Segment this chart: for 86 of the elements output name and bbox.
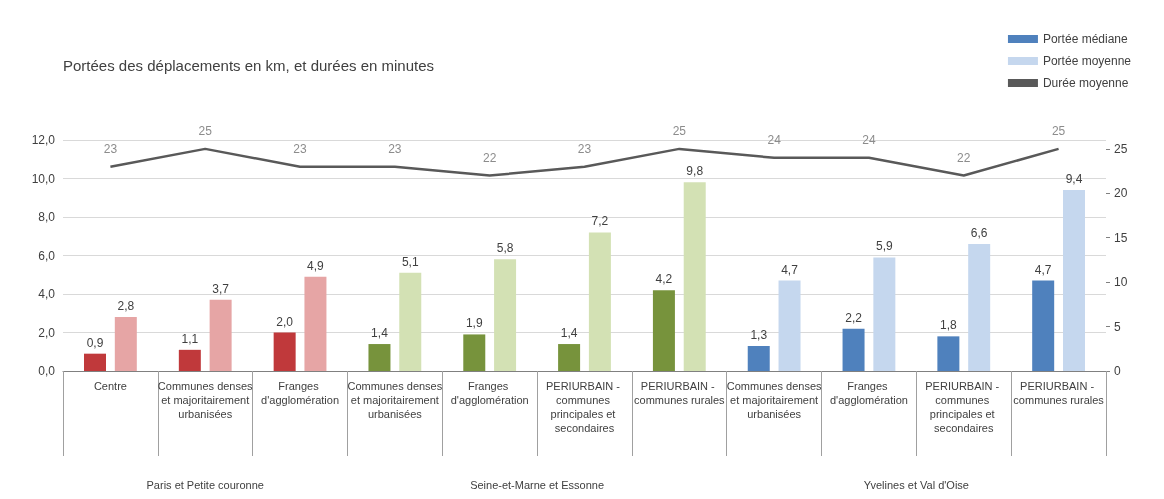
data-label: 23 xyxy=(293,141,308,156)
data-label: 0,9 xyxy=(86,335,104,350)
bar xyxy=(463,334,486,371)
data-label: 4,7 xyxy=(1034,262,1052,277)
y-tick-label: 8,0 xyxy=(38,210,56,224)
data-label: 24 xyxy=(767,132,782,147)
bar xyxy=(842,328,865,371)
bar xyxy=(747,345,770,371)
legend-label: Portée médiane xyxy=(1042,32,1128,46)
data-label: 4,7 xyxy=(781,262,799,277)
y-tick-label: 6,0 xyxy=(38,248,56,263)
x-tick-label: PERIURBAIN - communes rurales xyxy=(634,380,726,406)
bar xyxy=(304,276,327,371)
data-label: 22 xyxy=(483,150,497,165)
y-tick-label: 4,0 xyxy=(38,287,56,301)
data-label: 1,3 xyxy=(750,327,768,342)
y-tick-label: 0,0 xyxy=(38,364,56,378)
y2-tick-label: 20 xyxy=(1114,186,1128,201)
chart-title: Portées des déplacements en km, et durées en minutes xyxy=(63,57,435,74)
bar xyxy=(368,344,391,371)
data-label: 1,4 xyxy=(560,326,578,341)
data-label: 4,2 xyxy=(655,272,673,287)
data-label: 24 xyxy=(862,132,876,147)
text: Seine-et-Marne et Essonne xyxy=(470,479,605,491)
bar xyxy=(1032,280,1055,371)
text: Yvelines et Val d'Oise xyxy=(863,479,969,491)
bar xyxy=(652,290,675,371)
data-label: 9,8 xyxy=(686,164,704,179)
bar xyxy=(968,243,991,371)
legend-label: Durée moyenne xyxy=(1042,76,1129,90)
x-tick-label: Centre xyxy=(93,380,127,392)
bar xyxy=(114,317,137,371)
x-tick-label: Communes denses et majoritairement urbanisées xyxy=(726,380,823,420)
bar xyxy=(937,336,960,371)
data-label: 22 xyxy=(957,150,971,165)
data-label: 1,1 xyxy=(181,331,199,346)
data-label: 7,2 xyxy=(591,214,609,229)
y2-tick-label: 25 xyxy=(1114,141,1128,156)
data-label: 23 xyxy=(388,141,402,156)
bar xyxy=(558,344,581,371)
data-label: 25 xyxy=(672,123,687,138)
x-tick-label: Franges d'agglomération xyxy=(829,380,908,406)
y-tick-label: 10,0 xyxy=(31,171,56,186)
y2-tick-label: 0 xyxy=(1114,364,1121,378)
data-label: 4,9 xyxy=(307,258,325,273)
bar xyxy=(399,272,422,371)
bar xyxy=(273,332,296,371)
bar xyxy=(84,353,107,371)
x-tick-label: Communes denses et majoritairement urbanisées xyxy=(157,380,254,420)
x-tick-label: Franges d'agglomération xyxy=(450,380,529,406)
data-label: 5,9 xyxy=(876,239,894,254)
x-tick-label: Franges d'agglomération xyxy=(261,380,340,406)
data-label: 2,8 xyxy=(117,299,135,314)
data-label: 25 xyxy=(198,123,213,138)
bar xyxy=(588,232,611,371)
y-tick-label: 12,0 xyxy=(31,133,56,147)
x-tick-label: PERIURBAIN - communes rurales xyxy=(1013,380,1105,406)
text: Paris et Petite couronne xyxy=(146,479,264,491)
data-label: 2,2 xyxy=(845,310,863,325)
data-label: 9,4 xyxy=(1065,172,1083,187)
bar xyxy=(494,259,517,371)
data-label: 6,6 xyxy=(970,225,988,240)
y2-tick-label: 15 xyxy=(1114,230,1128,245)
data-label: 3,7 xyxy=(212,281,230,296)
data-label: 5,8 xyxy=(496,241,514,256)
data-label: 1,4 xyxy=(371,326,389,341)
data-label: 2,0 xyxy=(276,314,294,329)
legend-label: Portée moyenne xyxy=(1042,54,1132,68)
bar xyxy=(873,257,896,371)
y-tick-label: 2,0 xyxy=(38,325,56,340)
data-label: 23 xyxy=(577,141,592,156)
data-label: 1,8 xyxy=(940,318,958,333)
bar xyxy=(178,349,201,371)
data-label: 23 xyxy=(103,141,118,156)
x-tick-label: PERIURBAIN - communes principales et secondaires xyxy=(545,380,624,434)
x-tick-label: Communes denses et majoritairement urbanisées xyxy=(347,380,443,420)
bar xyxy=(209,299,232,371)
bar xyxy=(778,280,801,371)
data-label: 25 xyxy=(1051,123,1066,138)
y2-tick-label: 5 xyxy=(1114,319,1121,334)
data-label: 5,1 xyxy=(401,254,419,269)
bar xyxy=(1062,190,1085,371)
bar xyxy=(683,182,706,371)
y2-tick-label: 10 xyxy=(1114,275,1128,290)
data-label: 1,9 xyxy=(465,316,483,331)
x-tick-label: PERIURBAIN - communes principales et secondaires xyxy=(925,380,1003,434)
